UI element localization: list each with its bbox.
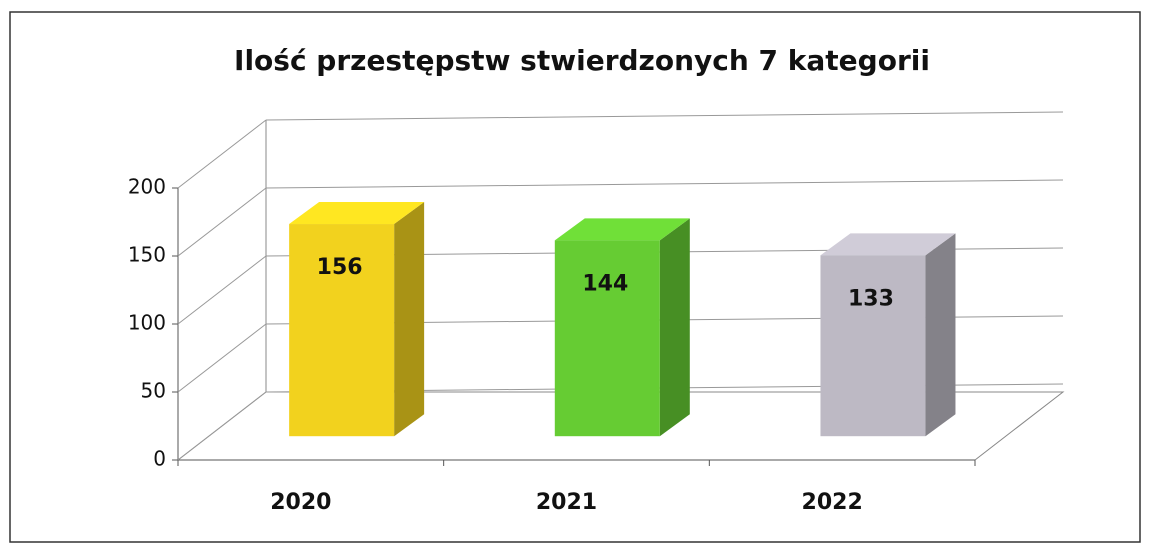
y-tick-label: 100 <box>128 311 166 335</box>
data-label: 144 <box>582 271 628 296</box>
grid-line <box>265 111 1064 121</box>
bar <box>554 240 660 437</box>
x-tick-label: 2021 <box>536 490 597 515</box>
bar <box>289 224 395 437</box>
grid-line <box>177 323 267 393</box>
bar-side <box>659 218 690 437</box>
grid-line <box>177 119 267 189</box>
bar <box>820 255 926 437</box>
y-tick-label: 150 <box>128 243 166 267</box>
bar-side <box>925 233 956 437</box>
grid-line <box>265 179 1064 189</box>
data-label: 133 <box>848 286 894 311</box>
chart-title: Ilość przestępstw stwierdzonych 7 katego… <box>234 44 930 77</box>
bar-side <box>394 202 425 437</box>
y-tick-label: 0 <box>153 447 166 471</box>
x-tick-label: 2020 <box>270 490 331 515</box>
bar-top <box>820 233 956 256</box>
grid-line <box>177 391 267 461</box>
y-tick-label: 200 <box>128 175 166 199</box>
data-label: 156 <box>317 255 363 280</box>
bar-top <box>554 218 690 241</box>
grid-line <box>177 255 267 325</box>
grid-line <box>177 187 267 257</box>
y-tick-label: 50 <box>141 379 166 403</box>
x-tick-label: 2022 <box>802 490 863 515</box>
bar-top <box>289 202 425 225</box>
